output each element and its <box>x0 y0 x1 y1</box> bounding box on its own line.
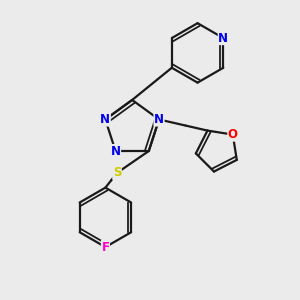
Text: N: N <box>218 32 228 44</box>
Text: N: N <box>100 113 110 126</box>
Text: N: N <box>111 145 121 158</box>
Text: O: O <box>228 128 238 141</box>
Text: F: F <box>101 241 110 254</box>
Text: S: S <box>113 166 121 179</box>
Text: N: N <box>154 113 164 126</box>
